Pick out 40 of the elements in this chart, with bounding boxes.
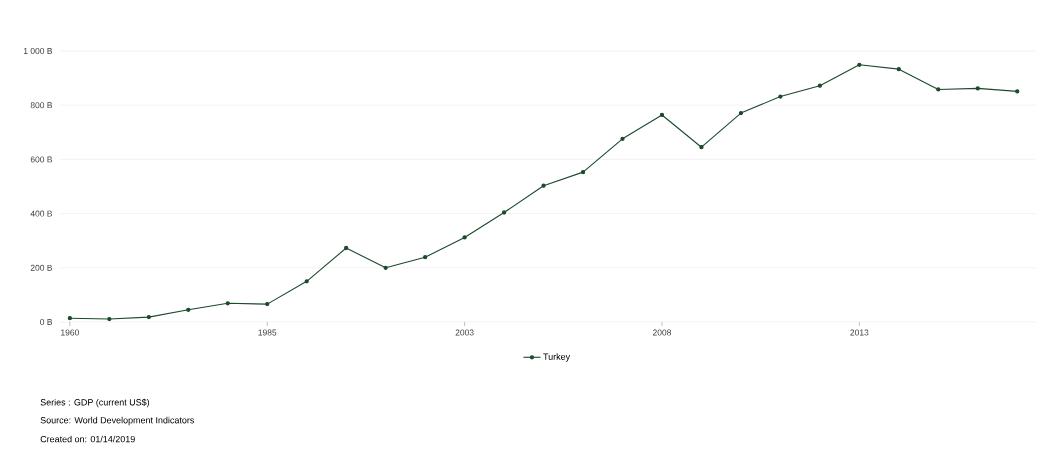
x-tick-label: 1960 — [61, 329, 79, 336]
point — [857, 62, 862, 67]
point — [186, 307, 191, 312]
y-tick-label: 0 B — [40, 319, 53, 325]
point — [1015, 89, 1020, 94]
point — [501, 210, 507, 215]
point — [936, 87, 941, 92]
source-note: Source: World Development Indicators — [40, 416, 195, 426]
point — [699, 145, 704, 150]
x-tick-label: 2008 — [652, 329, 672, 336]
point — [580, 169, 586, 175]
point — [344, 245, 349, 251]
point — [659, 112, 665, 118]
point — [896, 67, 901, 72]
point — [383, 265, 388, 270]
text: Series : GDP (current US$) — [40, 398, 150, 408]
x-tick-label: 2013 — [850, 329, 869, 336]
point — [778, 94, 783, 99]
point — [304, 279, 309, 284]
y-tick-label: 600 B — [30, 156, 53, 163]
y-tick-label: 800 B — [30, 102, 53, 109]
point — [620, 136, 625, 141]
point — [422, 255, 428, 260]
point — [265, 301, 270, 307]
x-tick-label: 1985 — [258, 329, 277, 336]
point — [975, 86, 980, 91]
point — [67, 316, 73, 321]
point — [462, 235, 467, 240]
point — [225, 301, 230, 306]
text: Created on: 01/14/2019 — [40, 435, 135, 443]
y-tick-label: 400 B — [30, 210, 53, 217]
y-tick-label: 200 B — [30, 264, 53, 271]
legend-label: Turkey — [543, 353, 571, 362]
point — [541, 183, 546, 188]
point — [817, 83, 823, 88]
point — [738, 110, 744, 116]
point — [146, 314, 151, 320]
x-tick-label: 2003 — [455, 329, 474, 336]
y-tick-label: 1 000 B — [23, 48, 53, 54]
point — [107, 316, 112, 322]
